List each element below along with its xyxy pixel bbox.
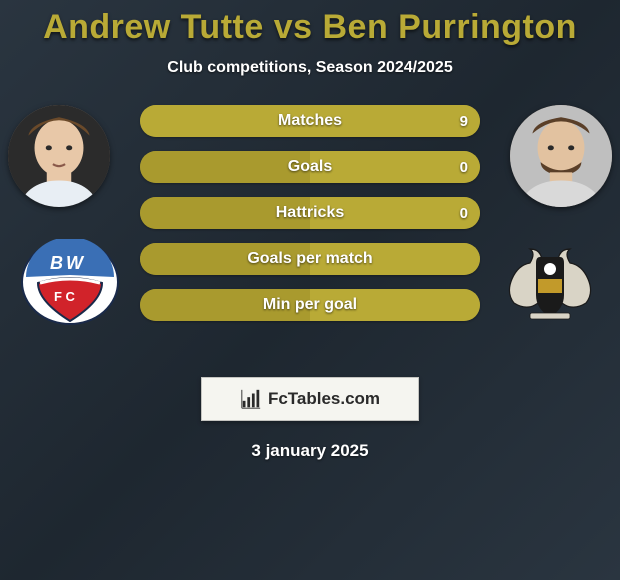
comparison-content: B W F C Matches9Goals0Hattricks0Goals pe… — [0, 105, 620, 365]
date-label: 3 january 2025 — [0, 441, 620, 461]
stat-bars: Matches9Goals0Hattricks0Goals per matchM… — [140, 105, 480, 335]
stat-value-right: 9 — [448, 105, 480, 137]
player-right-avatar — [510, 105, 612, 207]
stat-bar: Hattricks0 — [140, 197, 480, 229]
stat-label: Min per goal — [140, 289, 480, 321]
stat-label: Goals per match — [140, 243, 480, 275]
stat-value-right: 0 — [448, 197, 480, 229]
stat-bar: Min per goal — [140, 289, 480, 321]
comparison-title: Andrew Tutte vs Ben Purrington — [0, 0, 620, 47]
svg-text:B: B — [50, 253, 63, 273]
svg-text:W: W — [66, 253, 85, 273]
stat-value-right: 0 — [448, 151, 480, 183]
avatar-placeholder-icon — [8, 105, 110, 207]
brand-text: FcTables.com — [268, 389, 380, 409]
brand-box: FcTables.com — [201, 377, 419, 421]
stat-bar: Goals per match — [140, 243, 480, 275]
chart-bars-icon — [240, 388, 262, 410]
club-left-crest: B W F C — [20, 239, 120, 325]
crest-icon: B W F C — [20, 239, 120, 325]
stat-bar: Goals0 — [140, 151, 480, 183]
stat-label: Goals — [140, 151, 480, 183]
stat-bar: Matches9 — [140, 105, 480, 137]
svg-text:F C: F C — [54, 289, 76, 304]
avatar-placeholder-icon — [510, 105, 612, 207]
club-right-crest — [500, 239, 600, 325]
player-right-name: Ben Purrington — [322, 8, 576, 46]
player-left-avatar — [8, 105, 110, 207]
title-joiner: vs — [264, 8, 323, 46]
subtitle: Club competitions, Season 2024/2025 — [0, 59, 620, 77]
player-left-name: Andrew Tutte — [43, 8, 264, 46]
crest-icon — [500, 239, 600, 325]
stat-label: Hattricks — [140, 197, 480, 229]
stat-label: Matches — [140, 105, 480, 137]
